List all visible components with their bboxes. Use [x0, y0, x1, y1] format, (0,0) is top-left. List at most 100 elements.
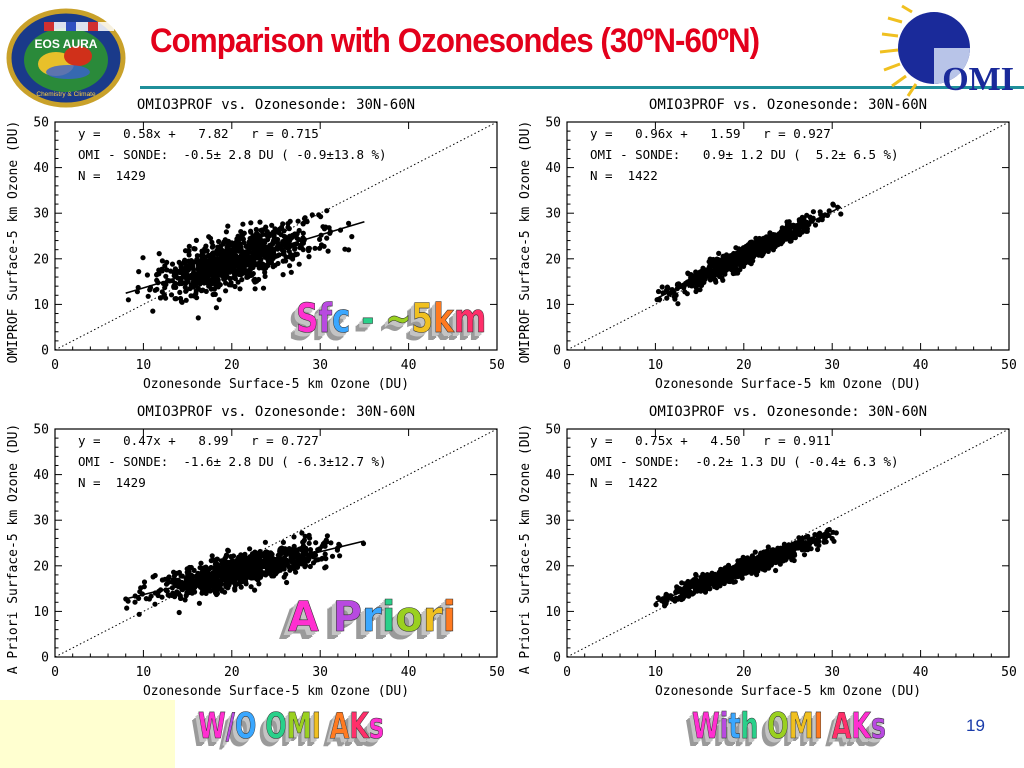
data-point: [324, 235, 330, 241]
data-point: [136, 611, 142, 617]
data-point: [322, 565, 328, 571]
x-tick-label: 40: [913, 665, 929, 680]
data-point: [179, 299, 185, 305]
plot-frame: [566, 121, 1010, 351]
data-point: [209, 553, 215, 559]
data-point: [252, 286, 258, 292]
data-point: [249, 562, 255, 569]
data-point: [669, 596, 675, 602]
data-point: [286, 248, 292, 254]
regression-line: [655, 206, 842, 300]
wordart-letter: I: [311, 706, 322, 748]
data-point: [154, 272, 160, 278]
data-point: [270, 264, 276, 270]
data-point: [247, 571, 253, 577]
data-point: [700, 265, 706, 271]
wordart-letter: W: [692, 706, 720, 748]
wordart-letter: [319, 592, 333, 641]
data-point: [782, 557, 789, 563]
data-point: [296, 261, 302, 267]
data-point: [185, 572, 191, 578]
data-point: [198, 560, 204, 566]
data-point: [141, 579, 148, 585]
data-point: [223, 554, 229, 560]
y-tick-label: 10: [545, 605, 561, 620]
regression-line: [655, 531, 837, 604]
data-point: [349, 234, 355, 240]
data-point: [144, 272, 150, 278]
data-point: [164, 259, 170, 265]
data-point: [215, 562, 221, 568]
data-point: [196, 600, 202, 606]
data-point: [689, 580, 695, 586]
y-tick-label: 10: [33, 298, 49, 313]
data-point: [249, 244, 255, 250]
bottom-highlight-strip: [0, 700, 175, 768]
wordart-letter: h: [740, 706, 759, 748]
data-point: [186, 564, 193, 571]
scatter-panel-top-right: OMIO3PROF vs. Ozonesonde: 30N-60N 0 0 10 10 2…: [512, 95, 1024, 400]
data-point: [179, 280, 185, 287]
data-point: [721, 579, 727, 585]
data-point: [714, 259, 720, 266]
wordart-shadow: A Priori: [284, 594, 454, 644]
data-point: [203, 243, 209, 249]
data-point: [163, 581, 170, 587]
data-point: [289, 234, 295, 240]
data-point: [212, 590, 219, 596]
data-point: [259, 558, 265, 564]
data-point: [168, 292, 175, 298]
wordart-shadow: With OMI AKs: [688, 710, 883, 752]
wordart-letter: I: [813, 706, 824, 748]
data-point: [665, 285, 671, 291]
data-point: [798, 219, 804, 225]
data-point: [250, 264, 256, 271]
data-point: [815, 546, 821, 553]
wordart-front: W/O OMI AKs: [198, 706, 384, 748]
data-point: [283, 258, 289, 264]
plot-frame: [566, 428, 1010, 658]
data-point: [346, 220, 352, 226]
data-point: [293, 559, 299, 565]
data-point: [812, 532, 818, 538]
data-point: [321, 243, 327, 249]
data-point: [285, 224, 291, 230]
data-point: [236, 240, 242, 246]
omi-logo: OMI: [872, 2, 1022, 103]
data-point: [235, 279, 241, 285]
data-point: [262, 539, 268, 545]
data-point: [307, 563, 313, 570]
data-point: [252, 574, 258, 580]
data-point: [181, 258, 187, 265]
data-point: [207, 259, 213, 265]
data-point: [174, 570, 180, 576]
data-point: [232, 587, 238, 593]
data-point: [219, 248, 225, 254]
chart-title: OMIO3PROF vs. Ozonesonde: 30N-60N: [137, 97, 415, 113]
data-point: [306, 245, 312, 251]
wordart-letter: P: [332, 592, 363, 642]
data-point: [300, 539, 306, 545]
data-point: [737, 267, 743, 273]
wordart-letter: O: [265, 706, 287, 748]
wordart-letter: [321, 706, 330, 747]
data-point: [838, 211, 844, 217]
data-point: [724, 576, 730, 582]
data-point: [217, 282, 223, 288]
wordart-shadow: A Priori: [278, 600, 448, 650]
y-tick-label: 10: [33, 605, 49, 620]
data-point: [305, 558, 311, 564]
y-tick-label: 50: [545, 423, 561, 438]
data-point: [689, 591, 695, 597]
data-point: [709, 263, 715, 269]
data-point: [229, 558, 235, 564]
data-point: [252, 279, 258, 285]
data-point: [256, 581, 262, 587]
stats-line: OMI - SONDE: -1.6± 2.8 DU ( -6.3±12.7 %): [78, 454, 387, 469]
data-point: [262, 269, 268, 275]
data-point: [214, 556, 220, 562]
y-tick-label: 0: [41, 651, 49, 666]
data-point: [228, 263, 234, 269]
stats-line: N = 1422: [590, 168, 658, 183]
scatter-panel-bottom-right: OMIO3PROF vs. Ozonesonde: 30N-60N 0 0 10 10 2…: [512, 402, 1024, 707]
